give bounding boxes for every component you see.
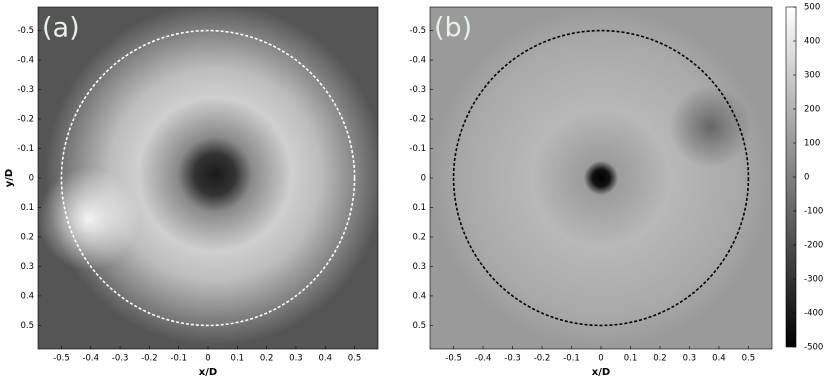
y-axis-label: y/D <box>4 169 15 187</box>
y-tick-label: 0.5 <box>412 321 426 331</box>
field-a-highlight <box>38 7 378 349</box>
x-tick-label: -0.4 <box>475 354 492 364</box>
circle-outline <box>60 29 356 327</box>
x-axis-label: x/D <box>199 367 217 378</box>
y-tick-label: -0.1 <box>409 144 426 154</box>
y-tick-label: -0.4 <box>17 56 34 66</box>
y-tick-label: -0.5 <box>409 26 426 36</box>
y-tick-label: 0.2 <box>20 232 34 242</box>
colorbar-tick-label: 0 <box>804 173 809 183</box>
y-tick-label: -0.2 <box>17 115 34 125</box>
x-tick-label: -0.2 <box>141 354 158 364</box>
x-tick-label: 0.2 <box>260 354 274 364</box>
x-tick-label: -0.2 <box>534 354 551 364</box>
x-tick-label: 0 <box>598 354 603 364</box>
x-tick-label: 0.4 <box>712 354 726 364</box>
y-tick-label: 0 <box>421 174 426 184</box>
colorbar-tick-label: -400 <box>804 309 823 319</box>
x-tick-label: -0.1 <box>563 354 580 364</box>
y-tick-label: 0 <box>29 174 34 184</box>
x-tick-label: -0.5 <box>53 354 70 364</box>
panel-label: (a) <box>42 13 80 44</box>
colorbar-tick-label: -300 <box>804 275 823 285</box>
y-tick-label: 0.4 <box>412 291 426 301</box>
colorbar-tick-label: -500 <box>804 343 823 353</box>
x-tick-label: 0.3 <box>289 354 303 364</box>
x-tick-label: -0.3 <box>504 354 521 364</box>
x-tick-label: -0.4 <box>82 354 99 364</box>
y-tick-label: -0.5 <box>17 26 34 36</box>
x-tick-label: 0.2 <box>653 354 667 364</box>
y-tick-label: 0.1 <box>412 203 426 213</box>
y-tick-label: 0.1 <box>20 203 34 213</box>
colorbar-tick-label: 500 <box>804 3 820 13</box>
x-tick-label: 0.5 <box>348 354 362 364</box>
y-tick-label: 0.3 <box>20 262 34 272</box>
field-b-shade <box>430 7 772 349</box>
x-tick-label: -0.5 <box>445 354 462 364</box>
y-tick-label: -0.1 <box>17 144 34 154</box>
panel-label: (b) <box>434 13 472 44</box>
y-tick-label: -0.3 <box>409 85 426 95</box>
y-tick-label: -0.3 <box>17 85 34 95</box>
colorbar-tick-label: -200 <box>804 241 823 251</box>
y-tick-label: 0.5 <box>20 321 34 331</box>
x-tick-label: -0.3 <box>112 354 129 364</box>
y-tick-label: 0.4 <box>20 291 34 301</box>
x-tick-label: 0.4 <box>318 354 332 364</box>
y-tick-label: -0.2 <box>409 115 426 125</box>
y-tick-label: -0.4 <box>409 56 426 66</box>
x-tick-label: 0.3 <box>683 354 697 364</box>
x-tick-label: -0.1 <box>170 354 187 364</box>
x-tick-label: 0 <box>205 354 210 364</box>
x-tick-label: 0.5 <box>742 354 756 364</box>
colorbar-tick-label: 400 <box>804 37 820 47</box>
colorbar-tick-label: -100 <box>804 207 823 217</box>
circle-outline <box>452 29 750 327</box>
y-tick-label: 0.3 <box>412 262 426 272</box>
colorbar-tick-label: 300 <box>804 71 820 81</box>
x-tick-label: 0.1 <box>231 354 245 364</box>
colorbar-tick-label: 200 <box>804 105 820 115</box>
colorbar-tick-label: 100 <box>804 139 820 149</box>
y-tick-label: 0.2 <box>412 232 426 242</box>
x-axis-label: x/D <box>592 367 610 378</box>
x-tick-label: 0.1 <box>624 354 638 364</box>
